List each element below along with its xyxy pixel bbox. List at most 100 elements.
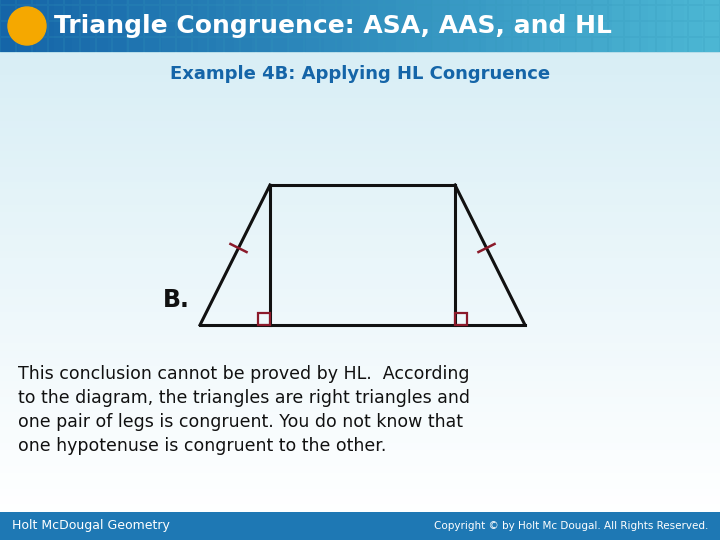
Bar bbox=[0, 0, 19, 52]
Bar bbox=[0, 159, 720, 167]
Bar bbox=[400, 21, 415, 36]
Bar bbox=[640, 37, 655, 52]
Bar bbox=[342, 0, 361, 52]
Bar bbox=[624, 5, 639, 20]
Bar bbox=[608, 21, 623, 36]
Bar bbox=[304, 21, 319, 36]
Bar bbox=[224, 0, 239, 4]
Bar bbox=[0, 420, 720, 428]
Bar bbox=[0, 136, 720, 144]
Bar bbox=[608, 5, 623, 20]
Bar bbox=[512, 37, 527, 52]
Bar bbox=[432, 0, 451, 52]
Bar bbox=[540, 0, 559, 52]
Bar bbox=[504, 0, 523, 52]
Bar bbox=[576, 5, 591, 20]
Bar bbox=[704, 21, 719, 36]
Text: Triangle Congruence: ASA, AAS, and HL: Triangle Congruence: ASA, AAS, and HL bbox=[54, 14, 612, 38]
Bar bbox=[144, 0, 163, 52]
Bar bbox=[288, 5, 303, 20]
Bar bbox=[162, 0, 181, 52]
Bar bbox=[0, 205, 720, 213]
Bar bbox=[0, 0, 720, 52]
Bar bbox=[288, 37, 303, 52]
Bar bbox=[352, 21, 367, 36]
Text: Holt McDougal Geometry: Holt McDougal Geometry bbox=[12, 519, 170, 532]
Bar bbox=[450, 0, 469, 52]
Bar bbox=[648, 0, 667, 52]
Bar bbox=[558, 0, 577, 52]
Bar bbox=[304, 37, 319, 52]
Bar bbox=[0, 435, 720, 443]
Bar bbox=[560, 21, 575, 36]
Bar bbox=[234, 0, 253, 52]
Bar bbox=[0, 113, 720, 121]
Bar bbox=[0, 190, 720, 198]
Bar bbox=[448, 37, 463, 52]
Text: Copyright © by Holt Mc Dougal. All Rights Reserved.: Copyright © by Holt Mc Dougal. All Right… bbox=[433, 521, 708, 531]
Bar bbox=[0, 259, 720, 267]
Bar bbox=[36, 0, 55, 52]
Bar bbox=[0, 182, 720, 190]
Bar bbox=[80, 37, 95, 52]
Bar bbox=[144, 37, 159, 52]
Text: This conclusion cannot be proved by HL.  According: This conclusion cannot be proved by HL. … bbox=[18, 365, 469, 383]
Bar bbox=[272, 37, 287, 52]
Bar bbox=[208, 21, 223, 36]
Bar bbox=[304, 0, 319, 4]
Bar bbox=[288, 0, 307, 52]
Bar bbox=[128, 0, 143, 4]
Bar bbox=[704, 0, 719, 4]
Bar bbox=[0, 297, 720, 305]
Text: Example 4B: Applying HL Congruence: Example 4B: Applying HL Congruence bbox=[170, 65, 550, 83]
Bar bbox=[176, 5, 191, 20]
Bar bbox=[528, 5, 543, 20]
Bar bbox=[0, 67, 720, 75]
Bar bbox=[0, 220, 720, 228]
Bar bbox=[256, 21, 271, 36]
Bar bbox=[522, 0, 541, 52]
Bar bbox=[240, 37, 255, 52]
Bar bbox=[0, 343, 720, 351]
Bar bbox=[400, 5, 415, 20]
Bar bbox=[594, 0, 613, 52]
Bar bbox=[0, 327, 720, 336]
Bar bbox=[0, 105, 720, 113]
Bar bbox=[384, 37, 399, 52]
Bar bbox=[0, 320, 720, 328]
Bar bbox=[160, 21, 175, 36]
Bar bbox=[416, 37, 431, 52]
Bar bbox=[32, 21, 47, 36]
Bar bbox=[576, 0, 595, 52]
Bar bbox=[528, 37, 543, 52]
Bar bbox=[192, 0, 207, 4]
Bar bbox=[432, 5, 447, 20]
Bar bbox=[656, 37, 671, 52]
Bar bbox=[128, 37, 143, 52]
Bar bbox=[0, 90, 720, 98]
Bar bbox=[608, 37, 623, 52]
Bar bbox=[480, 0, 495, 4]
Bar bbox=[486, 0, 505, 52]
Bar bbox=[224, 5, 239, 20]
Bar bbox=[112, 0, 127, 4]
Bar bbox=[144, 21, 159, 36]
Bar bbox=[216, 0, 235, 52]
Bar bbox=[16, 21, 31, 36]
Bar bbox=[272, 5, 287, 20]
Bar bbox=[672, 37, 687, 52]
Bar bbox=[176, 0, 191, 4]
Bar bbox=[378, 0, 397, 52]
Bar bbox=[528, 21, 543, 36]
Bar bbox=[306, 0, 325, 52]
Bar bbox=[272, 21, 287, 36]
Bar bbox=[592, 37, 607, 52]
Bar bbox=[0, 266, 720, 274]
Bar bbox=[32, 37, 47, 52]
Bar bbox=[560, 0, 575, 4]
Bar bbox=[0, 412, 720, 420]
Bar bbox=[496, 37, 511, 52]
Bar bbox=[0, 512, 720, 540]
Bar bbox=[48, 0, 63, 4]
Bar bbox=[414, 0, 433, 52]
